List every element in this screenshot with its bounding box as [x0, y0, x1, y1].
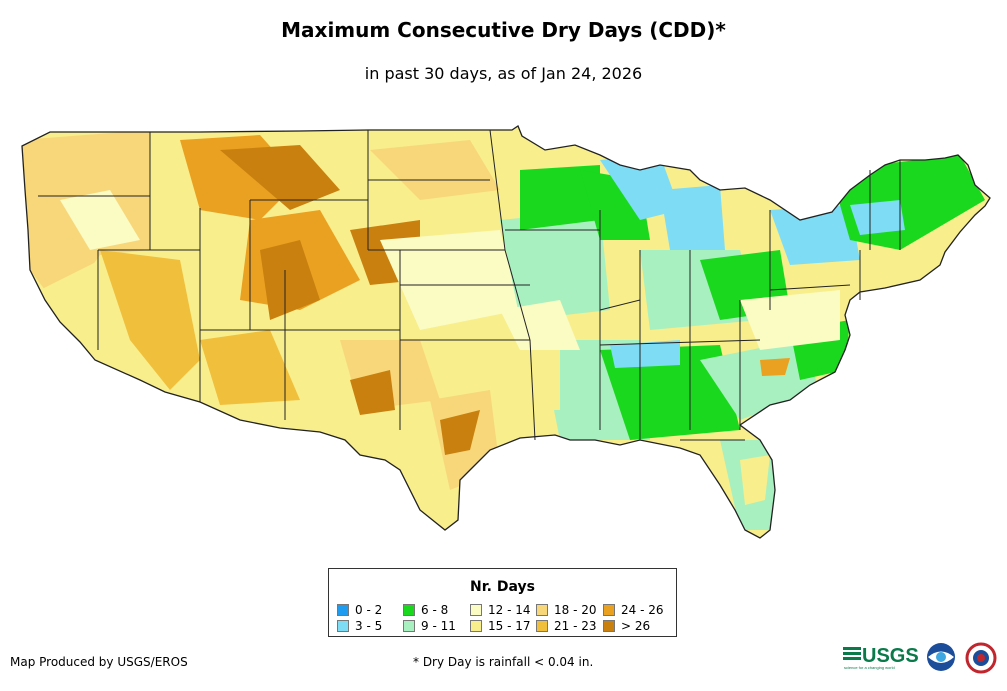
- legend-swatch: [603, 619, 615, 632]
- legend-item: 21 - 23: [536, 619, 597, 633]
- legend-item: > 26: [603, 619, 651, 633]
- legend-swatch: [337, 603, 349, 616]
- legend-swatch: [470, 619, 482, 632]
- usgs-wordmark: USGS: [862, 645, 919, 667]
- legend-swatch: [536, 619, 548, 632]
- legend-item: 9 - 11: [403, 619, 456, 633]
- agency-logos: USGS science for a changing world: [843, 642, 997, 674]
- cdd-map: [21, 125, 991, 539]
- legend-label: 0 - 2: [355, 603, 383, 617]
- legend-title: Nr. Days: [470, 579, 535, 595]
- legend-label: 12 - 14: [488, 603, 531, 617]
- legend-item: 6 - 8: [403, 603, 449, 617]
- legend-item: 15 - 17: [470, 619, 531, 633]
- map-credit: Map Produced by USGS/EROS: [10, 655, 188, 669]
- noaa-logo-icon: [927, 643, 955, 671]
- legend-item: 0 - 2: [337, 603, 383, 617]
- legend-label: > 26: [621, 619, 651, 633]
- legend-swatch: [536, 603, 548, 616]
- legend-item: 3 - 5: [337, 619, 383, 633]
- legend-swatch: [403, 619, 415, 632]
- legend-item: 18 - 20: [536, 603, 597, 617]
- legend-swatch: [603, 603, 615, 616]
- legend-item: 12 - 14: [470, 603, 531, 617]
- legend-label: 15 - 17: [488, 619, 531, 633]
- legend-item: 24 - 26: [603, 603, 664, 617]
- legend-label: 9 - 11: [421, 619, 456, 633]
- legend-swatch: [403, 603, 415, 616]
- legend-label: 21 - 23: [554, 619, 597, 633]
- legend-label: 18 - 20: [554, 603, 597, 617]
- nws-logo-icon: [965, 642, 997, 674]
- usgs-tagline: science for a changing world: [844, 665, 895, 670]
- map-title: Maximum Consecutive Dry Days (CDD)*: [281, 18, 726, 42]
- legend-swatch: [470, 603, 482, 616]
- usgs-logo-icon: USGS science for a changing world: [843, 645, 919, 670]
- legend-label: 3 - 5: [355, 619, 383, 633]
- legend: Nr. Days 0 - 2 3 - 5 6 - 8 9 - 11 12 - 1…: [328, 568, 677, 637]
- map-subtitle: in past 30 days, as of Jan 24, 2026: [364, 64, 643, 83]
- dry-day-footnote: * Dry Day is rainfall < 0.04 in.: [413, 655, 594, 669]
- legend-swatch: [337, 619, 349, 632]
- legend-label: 6 - 8: [421, 603, 449, 617]
- legend-label: 24 - 26: [621, 603, 664, 617]
